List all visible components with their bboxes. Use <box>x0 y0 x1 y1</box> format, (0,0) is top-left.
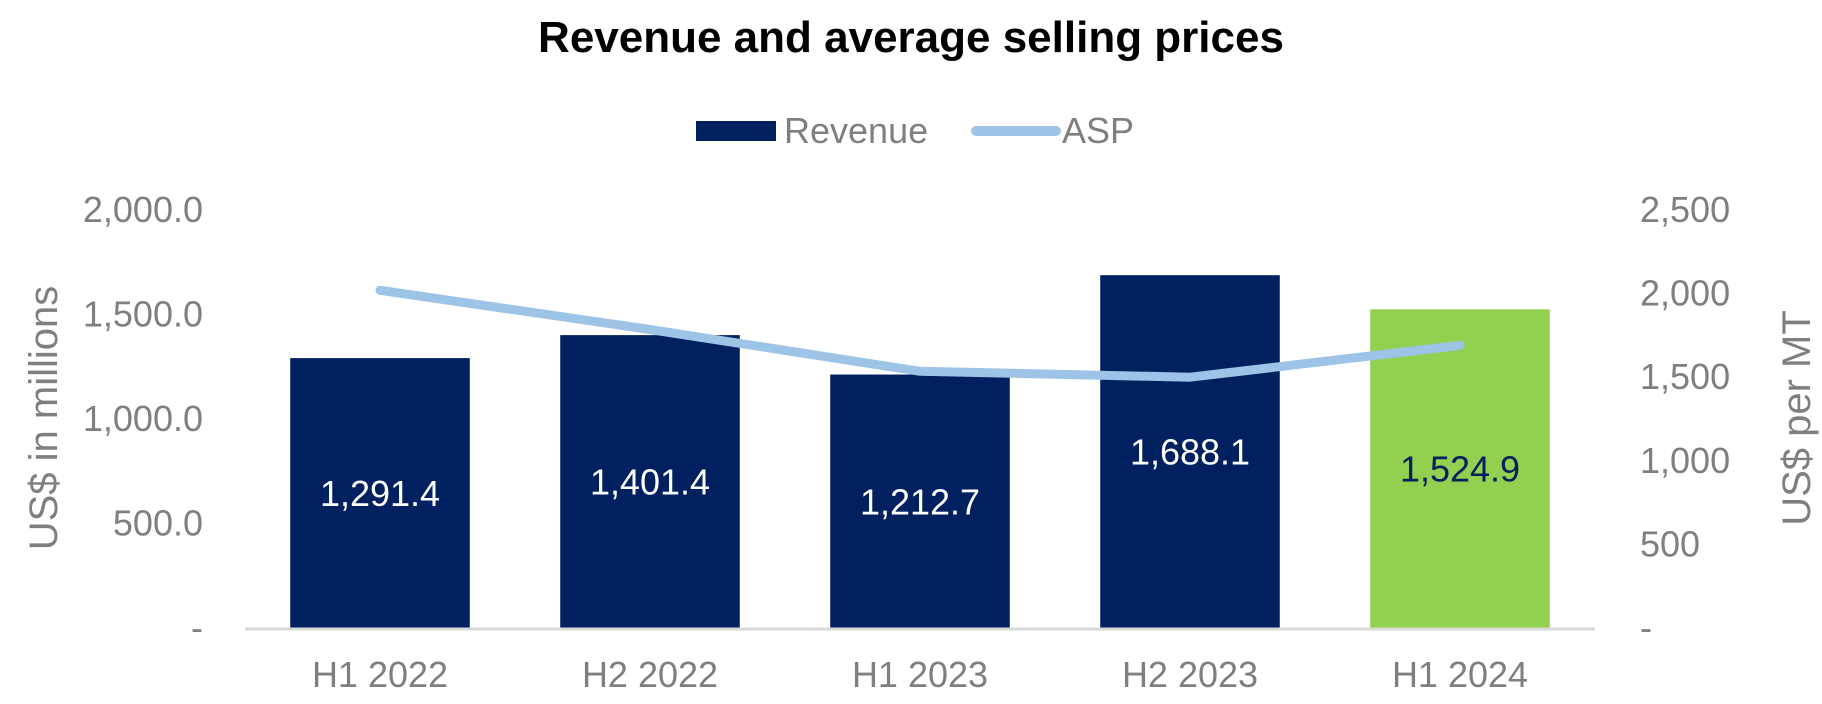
left-tick-label: 1,000.0 <box>83 398 203 439</box>
x-tick-label: H1 2022 <box>312 654 448 695</box>
asp-line <box>375 285 1465 382</box>
right-tick-label: 2,000 <box>1640 273 1730 314</box>
legend-asp-label: ASP <box>1062 110 1134 151</box>
right-tick-label: 2,500 <box>1640 189 1730 230</box>
legend-revenue-swatch <box>696 121 776 141</box>
right-tick-label: 1,500 <box>1640 356 1730 397</box>
x-tick-label: H1 2023 <box>852 654 988 695</box>
right-axis: - 500 1,000 1,500 2,000 2,500 <box>1640 189 1730 648</box>
left-axis: - 500.0 1,000.0 1,500.0 2,000.0 <box>83 189 203 648</box>
bar-revenue <box>290 358 470 628</box>
bar-data-label: 1,291.4 <box>320 473 440 514</box>
bar-data-label: 1,524.9 <box>1400 449 1520 490</box>
x-tick-label: H2 2022 <box>582 654 718 695</box>
right-tick-label: 1,000 <box>1640 440 1730 481</box>
x-tick-label: H1 2024 <box>1392 654 1528 695</box>
asp-series <box>375 285 1465 382</box>
x-tick-label: H2 2023 <box>1122 654 1258 695</box>
bar-data-label: 1,212.7 <box>860 481 980 522</box>
bar-data-label: 1,688.1 <box>1130 432 1250 473</box>
left-tick-label: 1,500.0 <box>83 294 203 335</box>
left-tick-label: - <box>191 607 203 648</box>
legend-revenue-label: Revenue <box>784 110 928 151</box>
bar-revenue <box>1100 275 1280 628</box>
x-axis: H1 2022 H2 2022 H1 2023 H2 2023 H1 2024 <box>312 654 1528 695</box>
chart-title: Revenue and average selling prices <box>538 13 1284 62</box>
bar-revenue <box>1370 309 1550 628</box>
right-tick-label: - <box>1640 607 1652 648</box>
bars: 1,291.4 1,401.4 1,212.7 1,688.1 1,524.9 <box>290 275 1550 628</box>
bar-data-label: 1,401.4 <box>590 462 710 503</box>
legend: Revenue ASP <box>696 110 1134 151</box>
bar-revenue <box>830 374 1010 628</box>
left-tick-label: 2,000.0 <box>83 189 203 230</box>
right-tick-label: 500 <box>1640 523 1700 564</box>
left-tick-label: 500.0 <box>113 503 203 544</box>
bar-revenue <box>560 335 740 628</box>
left-axis-title: US$ in millions <box>22 286 66 551</box>
right-axis-title: US$ per MT <box>1775 310 1819 526</box>
